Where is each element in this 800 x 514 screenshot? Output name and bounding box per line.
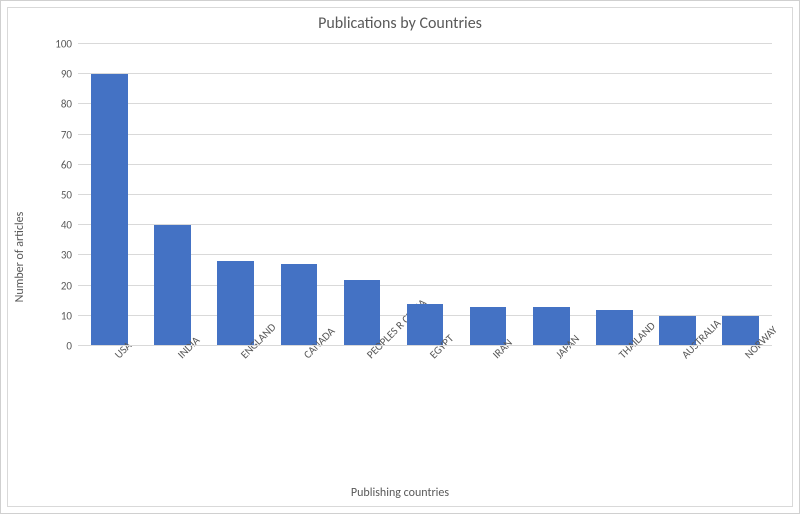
y-tick-label: 90 (61, 68, 72, 81)
y-tick-label: 70 (61, 128, 72, 141)
bar-slot: USA (78, 44, 141, 346)
chart-inner: Publications by Countries Number of arti… (7, 7, 793, 507)
x-axis-line (78, 345, 772, 346)
y-tick-label: 100 (55, 38, 72, 51)
chart-title: Publications by Countries (8, 14, 792, 33)
bar-slot: NORWAY (709, 44, 772, 346)
bar-slot: THAILAND (583, 44, 646, 346)
y-tick-label: 30 (61, 249, 72, 262)
y-tick-label: 40 (61, 219, 72, 232)
y-tick-label: 10 (61, 309, 72, 322)
bar-slot: JAPAN (520, 44, 583, 346)
y-tick-label: 0 (66, 340, 72, 353)
x-axis-label: Publishing countries (351, 486, 449, 500)
chart-container: Publications by Countries Number of arti… (0, 0, 800, 514)
y-tick-label: 80 (61, 98, 72, 111)
y-tick-label: 50 (61, 189, 72, 202)
bar-slot: EGYPT (393, 44, 456, 346)
y-tick-label: 60 (61, 158, 72, 171)
bar (344, 280, 381, 346)
y-axis-label: Number of articles (13, 212, 27, 303)
bar-slot: PEOPLES R CHINA (330, 44, 393, 346)
bar-slot: IRAN (457, 44, 520, 346)
y-tick-label: 20 (61, 279, 72, 292)
bar (154, 225, 191, 346)
bar (91, 74, 128, 346)
bar-slot: CANADA (267, 44, 330, 346)
bar-slot: INDIA (141, 44, 204, 346)
bar-slot: ENGLAND (204, 44, 267, 346)
bar (217, 261, 254, 346)
bars-group: USAINDIAENGLANDCANADAPEOPLES R CHINAEGYP… (78, 44, 772, 346)
bar-slot: AUSTRALIA (646, 44, 709, 346)
bar (281, 264, 318, 346)
plot-area: 0102030405060708090100 USAINDIAENGLANDCA… (78, 44, 772, 346)
